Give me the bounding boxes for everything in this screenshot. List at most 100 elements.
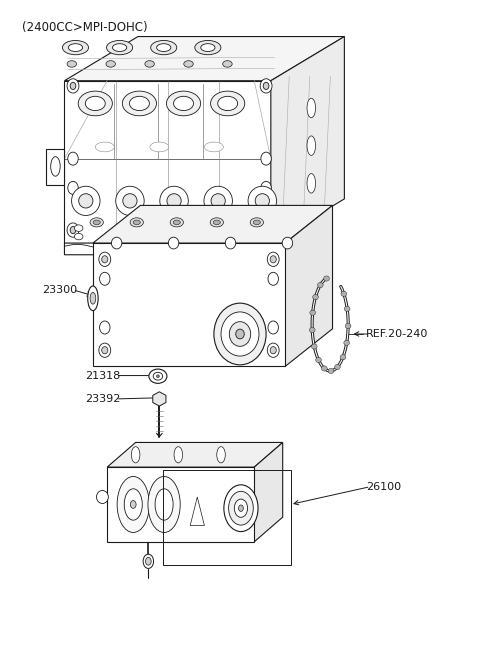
Ellipse shape [195,41,221,55]
Ellipse shape [328,368,334,373]
Ellipse shape [211,91,245,116]
Ellipse shape [239,505,243,512]
Ellipse shape [51,157,60,176]
Ellipse shape [267,252,279,267]
Polygon shape [93,206,333,243]
Ellipse shape [102,255,108,263]
Ellipse shape [310,328,315,333]
Ellipse shape [62,41,88,55]
Ellipse shape [90,218,103,227]
Ellipse shape [229,322,251,346]
Ellipse shape [79,194,93,208]
Ellipse shape [316,358,322,362]
Ellipse shape [74,225,83,231]
Ellipse shape [248,186,276,215]
Ellipse shape [155,489,173,520]
Ellipse shape [130,218,144,227]
Ellipse shape [130,96,149,111]
Ellipse shape [335,364,340,369]
Ellipse shape [307,136,315,155]
Ellipse shape [345,324,351,329]
Ellipse shape [111,237,122,249]
Ellipse shape [99,252,111,267]
Ellipse shape [167,91,201,116]
Ellipse shape [268,272,278,286]
Ellipse shape [148,476,180,533]
Ellipse shape [67,223,79,237]
Ellipse shape [174,96,193,111]
Ellipse shape [67,61,76,67]
Ellipse shape [99,343,111,358]
Ellipse shape [261,152,271,165]
Ellipse shape [93,220,100,225]
Ellipse shape [68,152,78,165]
Ellipse shape [263,227,269,234]
Ellipse shape [250,218,264,227]
Text: 23392: 23392 [85,394,120,404]
Ellipse shape [99,321,110,334]
Ellipse shape [217,447,225,463]
Ellipse shape [322,366,327,371]
Ellipse shape [261,181,271,195]
Ellipse shape [96,491,108,504]
Ellipse shape [131,500,136,508]
Ellipse shape [102,346,108,354]
Ellipse shape [223,61,232,67]
Ellipse shape [156,44,171,52]
Polygon shape [271,37,344,243]
Ellipse shape [236,329,244,339]
Ellipse shape [170,218,183,227]
Ellipse shape [133,220,140,225]
Ellipse shape [167,194,181,208]
Ellipse shape [312,295,318,299]
Ellipse shape [96,142,114,152]
Ellipse shape [132,447,140,463]
Ellipse shape [149,369,167,383]
Ellipse shape [340,354,346,360]
Ellipse shape [145,557,151,565]
Text: (2400CC>MPI-DOHC): (2400CC>MPI-DOHC) [22,21,147,34]
Ellipse shape [116,186,144,215]
Ellipse shape [70,227,76,234]
Ellipse shape [214,303,266,365]
Ellipse shape [268,321,278,334]
Ellipse shape [221,312,259,356]
Ellipse shape [145,61,155,67]
Ellipse shape [72,186,100,215]
Ellipse shape [106,61,116,67]
Ellipse shape [173,220,180,225]
Ellipse shape [255,194,269,208]
Ellipse shape [213,220,220,225]
Ellipse shape [260,223,272,237]
Ellipse shape [90,292,96,304]
Ellipse shape [151,41,177,55]
Ellipse shape [211,194,225,208]
Ellipse shape [270,255,276,263]
Ellipse shape [156,375,159,377]
Polygon shape [107,442,283,467]
Ellipse shape [88,286,98,310]
Polygon shape [153,392,166,406]
Ellipse shape [307,174,315,193]
Ellipse shape [218,96,238,111]
Polygon shape [93,243,285,366]
Ellipse shape [150,142,169,152]
Ellipse shape [85,96,105,111]
Ellipse shape [260,79,272,93]
Ellipse shape [204,142,223,152]
Ellipse shape [210,218,224,227]
Ellipse shape [70,83,76,90]
Ellipse shape [78,91,112,116]
Polygon shape [107,467,254,542]
Text: REF.20-240: REF.20-240 [366,329,428,339]
Ellipse shape [184,61,193,67]
Ellipse shape [344,307,350,311]
Ellipse shape [143,554,154,569]
Ellipse shape [68,181,78,195]
Ellipse shape [174,447,182,463]
Ellipse shape [270,346,276,354]
Ellipse shape [204,186,232,215]
Ellipse shape [228,491,253,525]
Ellipse shape [112,44,127,52]
Bar [163,470,291,565]
